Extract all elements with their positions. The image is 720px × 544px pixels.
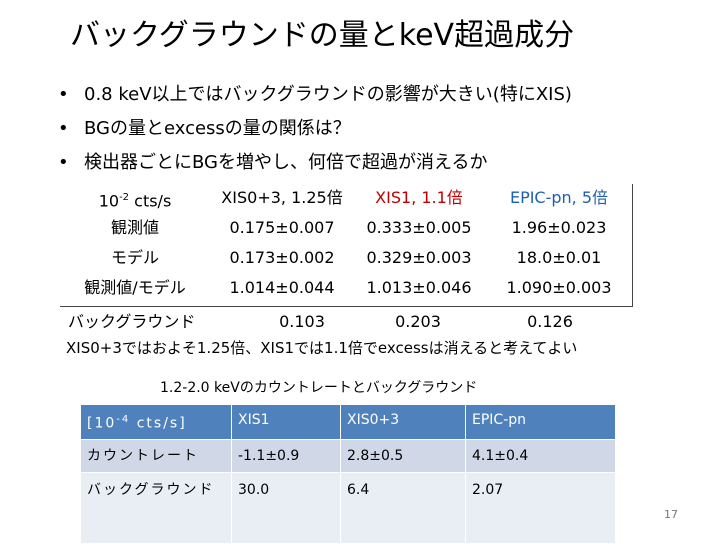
cell-value: 1.090±0.003 (506, 278, 612, 297)
bullet-text: 検出器ごとにBGを増やし、何倍で超過が消えるか (84, 152, 488, 173)
row-label: 観測値 (110, 218, 159, 237)
background-row: バックグラウンド 0.103 0.203 0.126 (60, 308, 680, 336)
background-value: 0.103 (279, 312, 325, 331)
unit-base: [10 (87, 415, 117, 432)
rates-header-xis03: XIS0+3 (340, 404, 466, 440)
unit-exponent: -4 (116, 414, 131, 425)
table-row: バックグラウンド 30.0 6.4 2.07 (80, 471, 616, 544)
bullet-item: • BGの量とexcessの量の関係は？ (58, 112, 572, 146)
cell-value: 18.0±0.01 (516, 248, 602, 267)
unit-label: 10-2 cts/s (60, 184, 210, 215)
row-label: カウントレート (80, 438, 232, 473)
cell-value: 30.0 (231, 471, 341, 544)
bullet-dot-icon: • (58, 84, 69, 105)
cell-value: 0.175±0.007 (229, 218, 335, 237)
unit-base: 10 (98, 191, 120, 211)
bullet-dot-icon: • (58, 118, 69, 139)
header-xis03: XIS0+3, 1.25倍 (221, 188, 343, 207)
rates-caption: 1.2-2.0 keVのカウントレートとバックグラウンド (160, 380, 478, 396)
rates-header-epic-pn: EPIC-pn (465, 404, 616, 440)
cell-value: 4.1±0.4 (465, 438, 616, 473)
row-label: モデル (110, 248, 159, 267)
background-value: 0.203 (395, 312, 441, 331)
cell-value: 1.013±0.046 (366, 278, 472, 297)
rates-table: [10-4 cts/s] XIS1 XIS0+3 EPIC-pn カウントレート… (80, 404, 616, 544)
unit-rest: cts/s (129, 191, 172, 211)
background-label: バックグラウンド (68, 312, 196, 331)
cell-value: 2.8±0.5 (340, 438, 466, 473)
rates-unit-label: [10-4 cts/s] (80, 404, 232, 440)
background-value: 0.126 (527, 312, 573, 331)
page-number: 17 (664, 508, 678, 521)
row-label: バックグラウンド (80, 471, 232, 544)
unit-rest: cts/s] (130, 415, 187, 432)
bullet-item: • 検出器ごとにBGを増やし、何倍で超過が消えるか (58, 146, 572, 180)
rates-header-xis1: XIS1 (231, 404, 341, 440)
unit-exponent: -2 (119, 192, 130, 203)
table-row: カウントレート -1.1±0.9 2.8±0.5 4.1±0.4 (80, 438, 616, 473)
header-epic-pn: EPIC-pn, 5倍 (509, 188, 609, 207)
bullet-text: BGの量とexcessの量の関係は？ (84, 118, 351, 139)
cell-value: 2.07 (465, 471, 616, 544)
cell-value: 1.96±0.023 (511, 218, 607, 237)
row-label: 観測値/モデル (84, 278, 186, 297)
comparison-table: 10-2 cts/s XIS0+3, 1.25倍 XIS1, 1.1倍 EPIC… (60, 184, 633, 307)
cell-value: 0.329±0.003 (366, 248, 472, 267)
bullet-dot-icon: • (58, 152, 69, 173)
conclusion-note: XIS0+3ではおよそ1.25倍、XIS1では1.1倍でexcessは消えると考… (66, 339, 578, 357)
bullet-text: 0.8 keV以上ではバックグラウンドの影響が大きい(特にXIS) (84, 84, 572, 105)
rates-header-row: [10-4 cts/s] XIS1 XIS0+3 EPIC-pn (80, 404, 616, 440)
header-xis1: XIS1, 1.1倍 (375, 188, 463, 207)
slide-title: バックグラウンドの量とkeV超過成分 (70, 18, 575, 53)
cell-value: -1.1±0.9 (231, 438, 341, 473)
cell-value: 6.4 (340, 471, 466, 544)
cell-value: 0.173±0.002 (229, 248, 335, 267)
cell-value: 0.333±0.005 (366, 218, 472, 237)
cell-value: 1.014±0.044 (229, 278, 335, 297)
bullet-list: • 0.8 keV以上ではバックグラウンドの影響が大きい(特にXIS) • BGの量… (58, 78, 572, 180)
bullet-item: • 0.8 keV以上ではバックグラウンドの影響が大きい(特にXIS) (58, 78, 572, 112)
